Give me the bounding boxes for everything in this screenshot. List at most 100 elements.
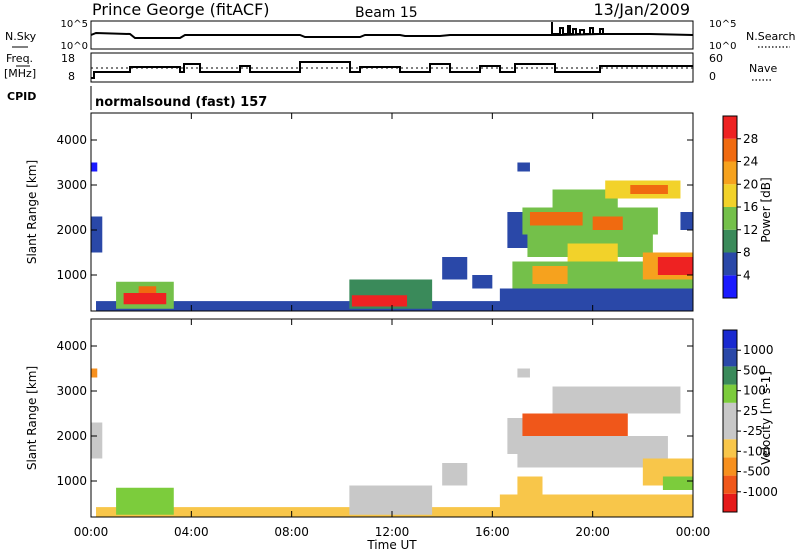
power-colorbar-swatch-2 [723, 229, 737, 253]
power-colorbar-label: Power [dB] [759, 177, 773, 242]
station-title: Prince George (fitACF) [92, 0, 270, 19]
power-colorbar-swatch-1 [723, 252, 737, 276]
velocity-ylabel: Slant Range [km] [25, 366, 39, 470]
power-echo-region-25 [680, 212, 693, 230]
time-tick-label: 08:00 [274, 525, 309, 539]
power-colorbar-tick-label: 16 [743, 200, 758, 214]
freq-panel: Freq. [MHz] 18 8 60 0 Nave [4, 52, 777, 83]
velocity-colorbar-swatch-2 [723, 457, 737, 476]
velocity-echo-region-10 [522, 413, 628, 436]
velocity-echo-region-11 [552, 386, 681, 414]
power-colorbar-swatch-4 [723, 184, 737, 207]
cpid-text: normalsound (fast) 157 [95, 95, 267, 110]
power-ytick-label: 3000 [56, 178, 87, 192]
freq-tick-high: 18 [61, 52, 75, 65]
time-tick-label: 00:00 [676, 525, 711, 539]
power-echo-region-18 [529, 212, 583, 226]
velocity-colorbar-tick-label: 1000 [743, 343, 774, 357]
power-echo-region-8 [442, 257, 468, 280]
velocity-colorbar-swatch-3 [723, 439, 737, 458]
power-echo-region-11 [499, 288, 693, 307]
beam-title: Beam 15 [355, 5, 418, 21]
velocity-echo-region-12 [517, 476, 543, 495]
nave-label: Nave [749, 62, 777, 75]
freq-unit-label: [MHz] [4, 67, 36, 80]
time-axis-label: Time UT [366, 538, 417, 552]
velocity-colorbar-tick-label: -500 [743, 465, 770, 479]
velocity-echo-region-5 [442, 463, 468, 486]
velocity-echo-region-4 [349, 485, 433, 515]
power-colorbar-swatch-7 [723, 116, 737, 139]
power-echo-region-0 [91, 216, 103, 253]
nsky-label: N.Sky [5, 30, 37, 43]
power-colorbar-tick-label: 4 [743, 268, 751, 282]
velocity-axes: 1000 2000 3000 4000 [56, 319, 694, 517]
power-colorbar-swatch-3 [723, 207, 737, 230]
power-colorbar-swatches [722, 115, 738, 299]
velocity-colorbar: 1000 500 100 25 -25 -100 -500 -1000 Velocity [m… [722, 329, 778, 513]
power-echo-region-4 [123, 293, 167, 305]
velocity-colorbar-swatch-4 [723, 421, 737, 440]
velocity-colorbar-swatch-9 [723, 330, 737, 349]
velocity-colorbar-tick-label: 100 [743, 384, 766, 398]
velocity-colorbar-tick-label: -1000 [743, 485, 778, 499]
velocity-colorbar-swatch-8 [723, 348, 737, 367]
power-echo-region-24 [657, 257, 693, 275]
power-colorbar-tick-label: 24 [743, 155, 758, 169]
nsky-tick-high: 10^5 [61, 19, 88, 30]
velocity-ytick-label: 2000 [56, 429, 87, 443]
velocity-ytick-label: 3000 [56, 384, 87, 398]
velocity-colorbar-ticks: 1000 500 100 25 -25 -100 -500 -1000 [737, 343, 778, 499]
velocity-colorbar-swatch-5 [723, 402, 737, 421]
cpid-label: CPID [7, 90, 36, 103]
nsearch-tick-high: 10^5 [709, 19, 736, 30]
power-echo-region-7 [351, 295, 408, 307]
power-colorbar: 28 24 20 16 12 8 4 Power [dB] [722, 115, 773, 299]
power-colorbar-swatch-6 [723, 138, 737, 162]
power-echo-region-20 [552, 189, 618, 208]
power-panel: 1000 2000 3000 4000 Slant Range [km] [25, 112, 694, 312]
power-echo-region-10 [517, 162, 530, 172]
velocity-panel: 1000 2000 3000 4000 Slant Range [km] [25, 318, 694, 518]
power-ylabel: Slant Range [km] [25, 160, 39, 264]
time-axis-ticklabels: 00:00 04:00 08:00 12:00 16:00 20:00 00:00 [74, 525, 711, 539]
time-tick-label: 16:00 [475, 525, 510, 539]
velocity-colorbar-swatch-0 [723, 493, 737, 512]
time-tick-label: 12:00 [375, 525, 410, 539]
velocity-colorbar-swatch-7 [723, 366, 737, 385]
velocity-echo-region-14 [662, 476, 693, 490]
freq-label: Freq. [6, 52, 33, 65]
velocity-echo-region-3 [116, 487, 174, 515]
nsky-tick-low: 10^0 [61, 41, 88, 52]
nsearch-tick-low: 10^0 [709, 41, 736, 52]
power-colorbar-tick-label: 8 [743, 246, 751, 260]
freq-trace [91, 61, 693, 79]
power-axes: 1000 2000 3000 4000 [56, 113, 694, 311]
power-heatmap [91, 162, 694, 311]
power-ytick-label: 1000 [56, 268, 87, 282]
power-colorbar-tick-label: 28 [743, 132, 758, 146]
velocity-colorbar-tick-label: -25 [743, 424, 763, 438]
velocity-colorbar-swatches [722, 329, 738, 513]
power-colorbar-tick-label: 20 [743, 177, 758, 191]
velocity-echo-region-6 [517, 368, 530, 378]
velocity-echo-region-7 [499, 494, 693, 513]
velocity-ytick-label: 1000 [56, 474, 87, 488]
power-colorbar-ticks: 28 24 20 16 12 8 4 [737, 132, 758, 282]
velocity-colorbar-swatch-6 [723, 384, 737, 403]
power-echo-region-14 [532, 266, 568, 284]
velocity-colorbar-tick-label: -100 [743, 444, 770, 458]
velocity-echo-region-0 [91, 422, 103, 459]
nsearch-label: N.Search [746, 30, 796, 43]
power-ytick-label: 2000 [56, 223, 87, 237]
date-title: 13/Jan/2009 [593, 0, 690, 19]
power-echo-region-16 [567, 243, 618, 262]
power-echo-region-5 [138, 286, 157, 293]
velocity-colorbar-label: Velocity [m s-1] [759, 371, 773, 465]
velocity-colorbar-tick-label: 25 [743, 404, 758, 418]
power-ytick-label: 4000 [56, 133, 87, 147]
time-tick-label: 00:00 [74, 525, 109, 539]
time-tick-label: 04:00 [174, 525, 209, 539]
nave-tick-high: 60 [709, 52, 723, 65]
